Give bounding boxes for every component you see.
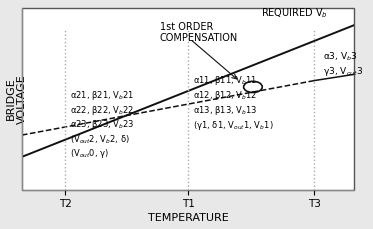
Text: REQUIRED V$_b$: REQUIRED V$_b$ (261, 6, 328, 20)
Text: α11, β11, V$_b$11
α12, β12, V$_b$12
α13, β13, V$_b$13
(γ1, δ1, V$_{out}$1, V$_b$: α11, β11, V$_b$11 α12, β12, V$_b$12 α13,… (193, 74, 274, 132)
Text: α21, β21, V$_b$21
α22, β22, V$_b$22
α23, β23, V$_b$23
(V$_{out}$2, V$_b$2, δ)
(V: α21, β21, V$_b$21 α22, β22, V$_b$22 α23,… (70, 89, 135, 161)
Y-axis label: BRIDGE
VOLTAGE: BRIDGE VOLTAGE (6, 74, 27, 124)
Text: 1st ORDER
COMPENSATION: 1st ORDER COMPENSATION (160, 22, 238, 43)
X-axis label: TEMPERATURE: TEMPERATURE (148, 213, 229, 224)
Text: α3, V$_b$3
γ3, V$_{out}$3: α3, V$_b$3 γ3, V$_{out}$3 (323, 51, 363, 78)
